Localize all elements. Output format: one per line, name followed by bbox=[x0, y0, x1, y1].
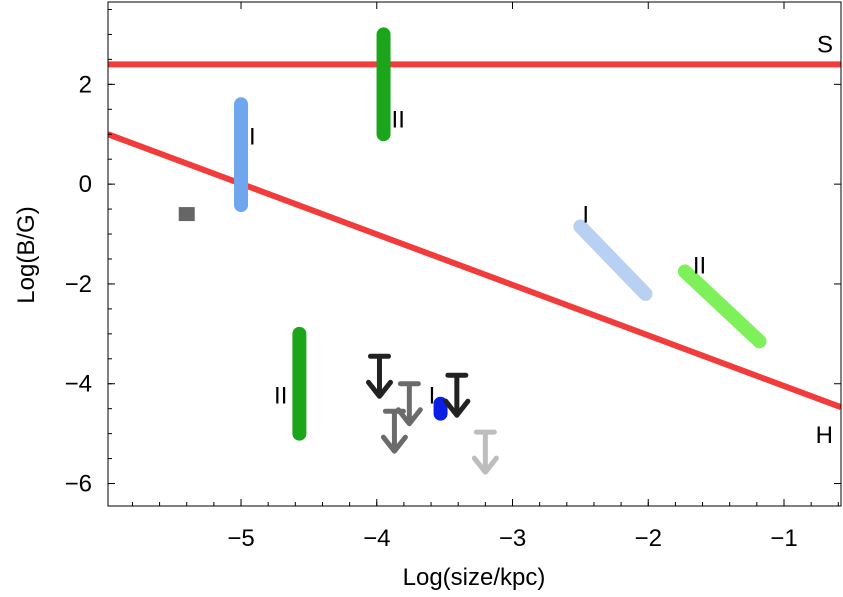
segment-label-1: II bbox=[392, 106, 405, 133]
y-tick-label: −6 bbox=[65, 471, 92, 498]
x-tick-label: −1 bbox=[770, 525, 797, 552]
upper-limit-arrowhead bbox=[365, 379, 393, 399]
upper-limit-arrow-1 bbox=[443, 372, 471, 418]
y-tick-label: −4 bbox=[65, 371, 92, 398]
x-tick-label: −4 bbox=[363, 525, 390, 552]
reference-line-H bbox=[108, 131, 841, 411]
line-label-S: S bbox=[817, 31, 833, 58]
segment-3 bbox=[573, 219, 653, 301]
line-label-H: H bbox=[816, 422, 833, 449]
y-axis-label: Log(B/G) bbox=[13, 206, 40, 303]
segment-label-0: I bbox=[249, 124, 256, 151]
segment-4 bbox=[677, 264, 767, 349]
upper-limit-arrow-2 bbox=[395, 381, 423, 427]
segment-label-5: I bbox=[429, 383, 436, 410]
upper-limit-arrowhead bbox=[380, 434, 408, 454]
upper-limit-arrowhead bbox=[443, 398, 471, 418]
x-axis-label: Log(size/kpc) bbox=[403, 564, 546, 591]
x-tick-label: −3 bbox=[499, 525, 526, 552]
segment-label-2: II bbox=[274, 383, 287, 410]
segment-label-3: I bbox=[582, 202, 589, 229]
x-tick-label: −2 bbox=[635, 525, 662, 552]
y-tick-label: −2 bbox=[65, 271, 92, 298]
plot-data-layer bbox=[108, 27, 841, 475]
plot-frame bbox=[107, 1, 842, 507]
segment-label-4: II bbox=[693, 252, 706, 279]
upper-limit-arrowhead bbox=[395, 407, 423, 427]
x-tick-label: −5 bbox=[227, 525, 254, 552]
upper-limit-arrow-4 bbox=[471, 429, 499, 475]
upper-limit-arrowhead bbox=[471, 455, 499, 475]
upper-limit-arrow-0 bbox=[365, 353, 393, 399]
y-tick-label: 2 bbox=[79, 71, 92, 98]
square-point-0 bbox=[178, 207, 195, 222]
upper-limit-arrow-3 bbox=[380, 408, 408, 454]
y-tick-label: 0 bbox=[79, 171, 92, 198]
